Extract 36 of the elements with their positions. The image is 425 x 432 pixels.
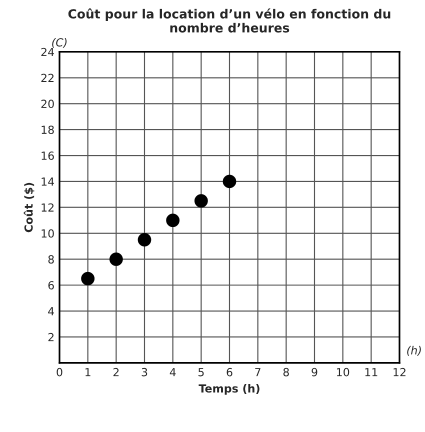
y-tick-label: 22 xyxy=(41,74,54,82)
x-tick-label: 6 xyxy=(226,368,232,376)
y-tick-label: 16 xyxy=(42,151,54,160)
y-tick-label: 20 xyxy=(41,100,54,108)
point xyxy=(194,194,208,208)
x-tick-label: 2 xyxy=(113,368,119,376)
point xyxy=(222,174,236,188)
x-tick-label: 3 xyxy=(142,368,148,376)
text: (h) xyxy=(407,346,421,356)
chart-title: Coût pour la location d’un vélo en fonction du nombre d’heures xyxy=(68,8,390,33)
point xyxy=(138,233,152,246)
text: (C) xyxy=(52,38,67,48)
y-tick-label: 18 xyxy=(42,126,54,134)
y-tick-label: 24 xyxy=(41,48,54,56)
y-tick-label: 14 xyxy=(42,178,54,186)
y-axis-title: Coût ($) xyxy=(24,182,34,232)
x-axis-title: Temps (h) xyxy=(198,384,260,395)
y-tick-label: 10 xyxy=(42,229,54,238)
y-tick-label: 4 xyxy=(48,307,54,316)
x-tick-label: 8 xyxy=(283,368,289,376)
point xyxy=(109,252,123,266)
point xyxy=(81,272,95,286)
x-tick-label: 5 xyxy=(198,368,204,376)
x-tick-label: 9 xyxy=(312,368,318,376)
y-tick-label: 6 xyxy=(48,281,54,290)
x-tick-label: 4 xyxy=(170,368,176,376)
x-tick-label: 12 xyxy=(394,368,406,376)
y-tick-label: 12 xyxy=(42,203,54,212)
x-tick-label: 0 xyxy=(56,368,62,376)
x-tick-label: 7 xyxy=(255,368,260,376)
y-tick-label: 8 xyxy=(48,255,54,264)
x-tick-label: 10 xyxy=(336,368,350,376)
x-tick-label: 11 xyxy=(365,368,378,376)
y-tick-label: 2 xyxy=(48,332,54,342)
point xyxy=(166,214,180,228)
x-tick-label: 1 xyxy=(86,368,90,376)
